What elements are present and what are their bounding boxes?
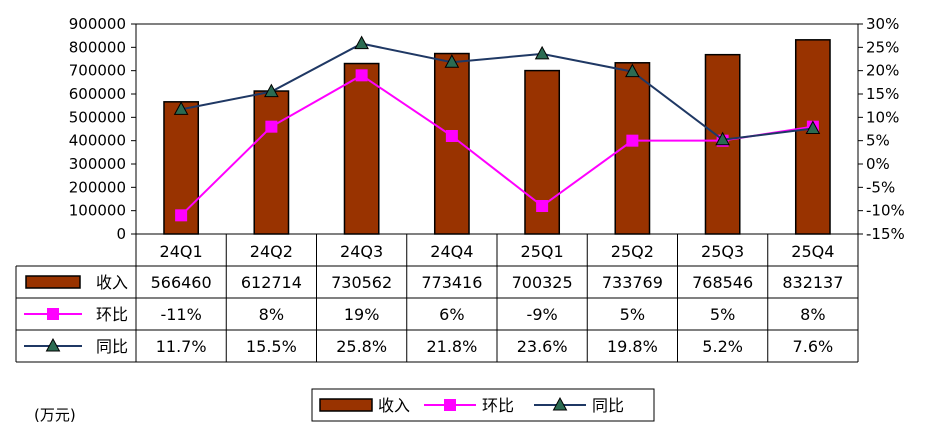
legend-label: 环比 <box>482 396 514 415</box>
bar-25Q4 <box>794 39 831 235</box>
right-tick-label: 5% <box>866 132 890 150</box>
table-cell: 19% <box>344 305 380 324</box>
category-label: 24Q3 <box>340 242 383 261</box>
category-label: 24Q2 <box>250 242 293 261</box>
table-cell: 773416 <box>421 273 482 292</box>
hb-point-24Q2 <box>265 120 278 133</box>
right-tick-label: 15% <box>866 85 899 103</box>
data-table: 24Q1 24Q2 24Q3 24Q4 25Q1 25Q2 25Q3 25Q4 收入 566460… <box>15 234 859 363</box>
left-tick-label: 400000 <box>69 132 126 150</box>
table-cell: 6% <box>439 305 464 324</box>
legend-key-bar <box>319 398 373 412</box>
tb-point-25Q4 <box>805 120 821 135</box>
left-axis-ticks: 900000 800000 700000 600000 500000 400000 3000… <box>69 15 136 243</box>
plot-area <box>135 23 859 235</box>
table-cell: 566460 <box>151 273 212 292</box>
plot-border <box>135 23 859 235</box>
left-tick-label: 700000 <box>69 62 126 80</box>
category-label: 25Q1 <box>521 242 564 261</box>
right-axis-ticks: 30% 25% 20% 15% 10% 5% 0% -5% -10% -15% <box>858 15 905 243</box>
tb-point-24Q1 <box>173 101 189 115</box>
hb-point-25Q2 <box>626 134 639 147</box>
table-cell: 25.8% <box>336 337 387 356</box>
left-tick-label: 100000 <box>69 202 126 220</box>
tb-point-25Q3 <box>715 131 730 146</box>
right-tick-label: 25% <box>866 38 899 56</box>
table-key-tb-marker <box>45 337 61 352</box>
table-key-bar <box>25 275 81 289</box>
table-cell: 8% <box>800 305 825 324</box>
right-tick-label: -10% <box>866 202 905 220</box>
legend-key-tb-marker <box>552 396 568 411</box>
right-tick-label: 0% <box>866 155 890 173</box>
category-label: 24Q4 <box>430 242 473 261</box>
category-label: 25Q2 <box>611 242 654 261</box>
left-tick-label: 500000 <box>69 108 126 126</box>
table-cell: 23.6% <box>517 337 568 356</box>
row-header: 同比 <box>96 337 128 356</box>
hb-point-24Q1 <box>175 209 188 222</box>
table-cell: 5% <box>620 305 645 324</box>
legend-label: 同比 <box>592 396 624 415</box>
tb-point-25Q1 <box>534 45 550 60</box>
right-tick-label: -5% <box>866 178 895 196</box>
table-cell: 5.2% <box>702 337 743 356</box>
table-cell: 8% <box>259 305 284 324</box>
right-tick-label: -15% <box>866 225 905 243</box>
table-cell: 5% <box>710 305 735 324</box>
left-tick-label: 800000 <box>69 38 126 56</box>
left-tick-label: 300000 <box>69 155 126 173</box>
table-cell: -11% <box>160 305 201 324</box>
hb-point-24Q4 <box>445 130 458 142</box>
table-cell: 15.5% <box>246 337 297 356</box>
bar-24Q2 <box>253 90 290 235</box>
table-cell: 7.6% <box>793 337 834 356</box>
tb-point-24Q3 <box>354 35 369 50</box>
right-tick-label: 20% <box>866 62 899 80</box>
left-tick-label: 200000 <box>69 178 126 196</box>
legend: 收入 环比 同比 <box>311 388 655 422</box>
left-tick-label: 600000 <box>69 85 126 103</box>
right-tick-label: 10% <box>866 108 899 126</box>
unit-label: (万元) <box>34 406 76 424</box>
tb-point-24Q2 <box>264 83 279 98</box>
row-header: 收入 <box>96 273 128 292</box>
table-cell: 19.8% <box>607 337 658 356</box>
table-cell: 733769 <box>602 273 663 292</box>
category-label: 25Q4 <box>791 242 834 261</box>
tb-point-24Q4 <box>444 54 460 68</box>
left-tick-label: 0 <box>116 225 126 243</box>
category-label: 24Q1 <box>160 242 203 261</box>
row-header: 环比 <box>96 305 128 324</box>
left-tick-label: 900000 <box>69 15 126 33</box>
table-cell: 612714 <box>241 273 302 292</box>
table-cell: 700325 <box>512 273 573 292</box>
legend-label: 收入 <box>378 396 410 415</box>
table-cell: 730562 <box>331 273 392 292</box>
legend-key-hb-marker <box>444 399 456 411</box>
category-label: 25Q3 <box>701 242 744 261</box>
table-cell: 11.7% <box>156 337 207 356</box>
hb-point-25Q1 <box>536 200 549 212</box>
bar-24Q4 <box>433 52 470 235</box>
hb-line <box>180 74 814 217</box>
tb-line <box>180 42 813 141</box>
tb-point-25Q2 <box>625 63 640 78</box>
table-key-hb-marker <box>47 308 59 320</box>
bar-24Q3 <box>343 62 380 235</box>
table-cell: 832137 <box>782 273 843 292</box>
hb-point-24Q3 <box>355 69 368 82</box>
table-cell: -9% <box>527 305 558 324</box>
table-cell: 21.8% <box>426 337 477 356</box>
table-cell: 768546 <box>692 273 753 292</box>
right-tick-label: 30% <box>866 15 899 33</box>
